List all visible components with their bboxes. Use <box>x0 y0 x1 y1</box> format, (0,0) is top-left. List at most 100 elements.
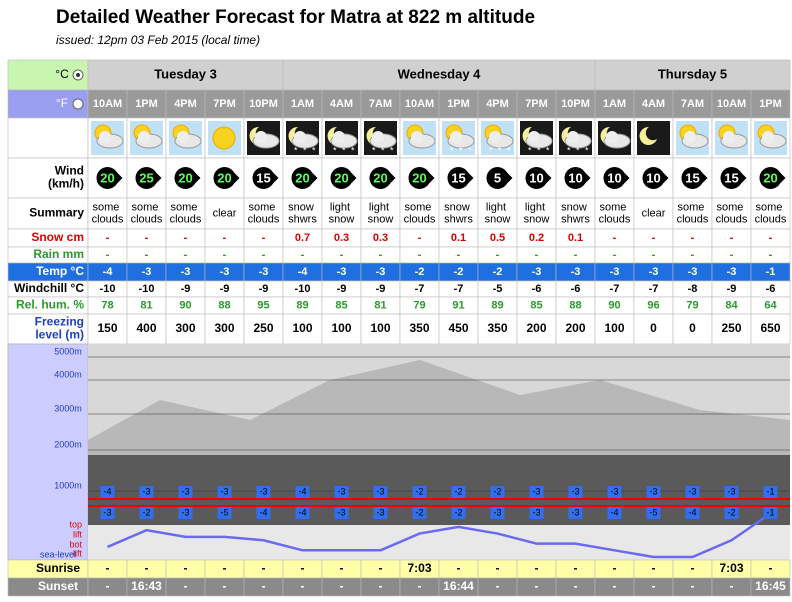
wind-arrow <box>545 172 552 184</box>
summary: some clouds <box>677 201 709 225</box>
wind-icon <box>447 167 470 189</box>
rain-value: - <box>730 249 734 261</box>
wind-speed: 20 <box>373 170 387 185</box>
sunrise-value: - <box>223 561 227 575</box>
rain-value: - <box>145 249 149 261</box>
unit-radio[interactable] <box>72 98 84 110</box>
altitude-label: 1000m <box>54 480 82 490</box>
cell <box>360 313 401 345</box>
sunset-value: - <box>418 579 422 593</box>
freezing-value: 300 <box>175 321 195 335</box>
snowflake: * <box>507 145 511 155</box>
temp-box <box>646 507 661 519</box>
rain-value: - <box>535 249 539 261</box>
summary-line: some <box>756 201 786 213</box>
row-label: Freezing <box>35 315 84 329</box>
altitude-temp: -3 <box>337 486 345 496</box>
temp-value: -3 <box>181 266 191 278</box>
sunset-value: - <box>301 579 305 593</box>
sunrise-value: - <box>496 561 500 575</box>
altitude-temp: -3 <box>220 486 228 496</box>
summary-line: clouds <box>404 213 436 225</box>
time: 7AM <box>369 98 392 110</box>
altitude-temp: -5 <box>220 507 228 517</box>
sunrise-value: - <box>652 561 656 575</box>
snow-value: 0.7 <box>295 232 310 244</box>
unit-celsius: °C <box>55 67 69 81</box>
summary: clear <box>642 207 666 219</box>
freezing-value: 350 <box>487 321 507 335</box>
weather-icon: * * * <box>325 121 358 155</box>
temp-value: -2 <box>415 266 425 278</box>
wind-arrow <box>233 172 240 184</box>
temp-value: -3 <box>142 266 152 278</box>
time: 7PM <box>213 98 236 110</box>
temp-box <box>568 486 583 498</box>
snow-value: - <box>262 232 266 244</box>
sunrise-value: - <box>691 561 695 575</box>
wind-speed: 20 <box>334 170 348 185</box>
altitude-temp: -2 <box>142 507 150 517</box>
temp-box <box>763 507 778 519</box>
lift-label: top <box>69 519 82 529</box>
cell <box>711 313 752 345</box>
windchill-value: -5 <box>493 283 503 295</box>
summary-line: some <box>93 201 123 213</box>
time-cell <box>243 89 284 119</box>
windchill-value: -10 <box>139 283 155 295</box>
wind-icon <box>681 167 704 189</box>
temp-box <box>685 486 700 498</box>
time-cell <box>321 89 362 119</box>
windchill-value: -9 <box>376 283 386 295</box>
sunset-value: - <box>496 579 500 593</box>
rain-value: - <box>574 249 578 261</box>
snowflake: * <box>333 145 337 155</box>
wind-icon <box>291 167 314 189</box>
rain-value: - <box>301 249 305 261</box>
snow-value: - <box>652 232 656 244</box>
summary: clear <box>213 207 237 219</box>
summary-line: clouds <box>248 213 280 225</box>
cloud <box>294 131 306 143</box>
rain-value: - <box>652 249 656 261</box>
wind-arrow <box>467 172 474 184</box>
issued: issued: 12pm 03 Feb 2015 (local time) <box>56 33 260 47</box>
altitude-temp: -3 <box>337 507 345 517</box>
rain-value: - <box>418 249 422 261</box>
wind-icon <box>252 167 275 189</box>
freezing-value: 450 <box>448 321 468 335</box>
cell <box>243 313 284 345</box>
sunrise-value: - <box>613 561 617 575</box>
temp-value: -3 <box>610 266 620 278</box>
time-cell <box>555 89 596 119</box>
temp-value: -4 <box>103 266 114 278</box>
windchill-value: -6 <box>532 283 542 295</box>
snowflake: * <box>576 145 580 155</box>
row-label: Wind <box>55 164 84 178</box>
altitude-temp: -4 <box>298 486 306 496</box>
time: 4PM <box>174 98 197 110</box>
temp-value: -1 <box>766 266 776 278</box>
time-cell <box>672 89 713 119</box>
temp-box <box>685 507 700 519</box>
snow-value: 0.1 <box>568 232 583 244</box>
temp-box <box>334 507 349 519</box>
temp-value: -3 <box>220 266 230 278</box>
summary-line: clouds <box>170 213 202 225</box>
temp-box <box>646 486 661 498</box>
sunrise-value: 7:03 <box>407 561 431 575</box>
humidity-value: 89 <box>296 299 308 311</box>
altitude-temp: -1 <box>766 486 774 496</box>
wind-arrow <box>623 172 630 184</box>
cell <box>399 197 440 230</box>
cloud <box>372 131 384 143</box>
sunset-value: - <box>184 579 188 593</box>
summary: light snow <box>524 201 550 225</box>
temp-value: -3 <box>259 266 269 278</box>
windchill-value: -7 <box>415 283 425 295</box>
altitude-temp: -3 <box>532 507 540 517</box>
weather-icon <box>754 121 787 155</box>
altitude-temp: -3 <box>727 486 735 496</box>
summary-line: some <box>678 201 708 213</box>
sunset-value: 16:44 <box>443 579 474 593</box>
